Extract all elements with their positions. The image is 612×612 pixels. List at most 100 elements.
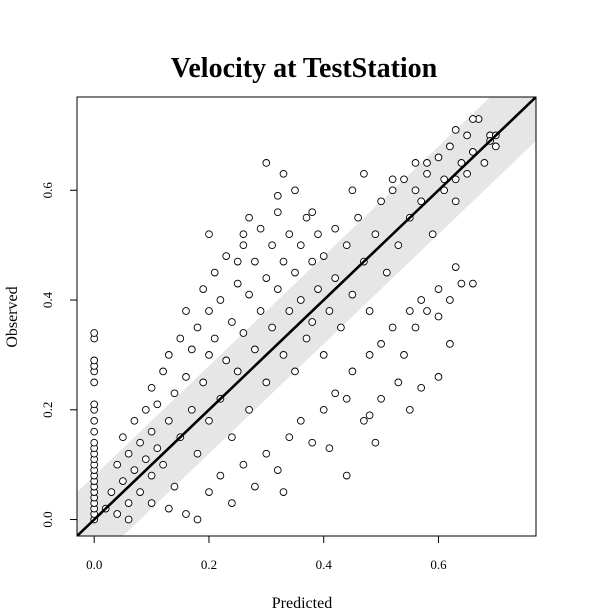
data-point [130,466,139,474]
data-point [113,460,122,469]
data-point [141,455,150,464]
data-point [423,159,431,167]
data-point [113,510,122,518]
data-point [268,323,276,332]
data-point [216,471,225,480]
data-point [228,499,236,507]
data-point [262,449,271,458]
fit-line [77,97,536,536]
data-point [291,367,299,376]
data-point [147,471,156,480]
data-point [377,394,385,403]
data-point [342,471,351,480]
data-point [136,438,144,447]
confidence-band [77,97,536,536]
data-point [469,115,477,123]
data-point [239,230,248,239]
chart-title: Velocity at TestStation [171,53,438,84]
data-point [394,378,403,387]
data-point [262,378,271,387]
data-point [325,307,334,315]
data-point [182,510,190,518]
data-point [469,279,477,288]
data-point [273,466,282,474]
data-point [285,433,294,442]
data-point [331,274,340,282]
data-point [365,351,374,359]
data-point [251,482,259,491]
data-point [423,169,431,178]
data-point [451,126,460,134]
data-point [480,159,489,167]
data-point [193,323,202,332]
data-point [348,367,357,376]
data-point [251,257,259,266]
data-point [285,307,294,315]
data-point [90,400,99,409]
data-point [205,416,213,425]
data-point [302,213,311,222]
data-point [331,389,340,398]
data-point [90,416,99,425]
data-point [256,224,265,233]
data-point [199,378,208,387]
data-point [457,159,466,167]
data-point [308,257,317,266]
data-point [382,268,391,277]
data-point [233,279,242,288]
data-point [251,345,259,354]
data-point [210,268,219,277]
data-point [216,296,225,304]
data-point [239,460,248,469]
data-point [245,405,253,414]
data-point [337,323,345,332]
data-point [354,213,362,222]
data-point [193,515,202,524]
data-point [119,433,127,442]
y-axis-ticks: 0.0 0.2 0.4 0.6 [40,182,78,528]
data-point [400,351,408,359]
data-point [159,367,167,376]
data-point [268,241,276,250]
data-point [239,329,248,337]
data-point [124,449,133,458]
data-point [164,416,173,425]
data-point [199,285,208,293]
x-tick-label: 0.6 [430,557,447,572]
data-point [262,159,271,167]
data-point [434,285,443,293]
data-point [434,153,443,162]
data-point [279,351,288,359]
data-point [222,252,231,260]
data-point [308,318,317,326]
data-point [205,488,213,496]
data-point [182,307,190,315]
data-point [319,405,328,414]
data-point [417,296,426,304]
data-point [446,296,454,304]
data-point [405,307,414,315]
x-tick-label: 0.4 [316,557,333,572]
data-point [371,230,380,239]
data-point [451,263,460,271]
data-point [285,230,294,239]
y-tick-label: 0.2 [40,402,55,418]
data-point [469,148,477,156]
data-point [245,213,253,222]
data-point [446,142,454,151]
y-tick-label: 0.0 [40,511,55,527]
data-point [147,499,156,507]
data-point [164,504,173,513]
data-point [153,444,162,453]
data-point [210,334,219,343]
data-point [440,175,449,184]
data-point [463,131,471,140]
data-point [90,356,99,365]
data-point [228,433,236,442]
data-point [463,169,471,178]
data-point [440,186,449,195]
data-point [296,241,305,250]
data-point [434,312,443,321]
fit-line-layer [77,97,536,536]
data-point [411,159,420,167]
